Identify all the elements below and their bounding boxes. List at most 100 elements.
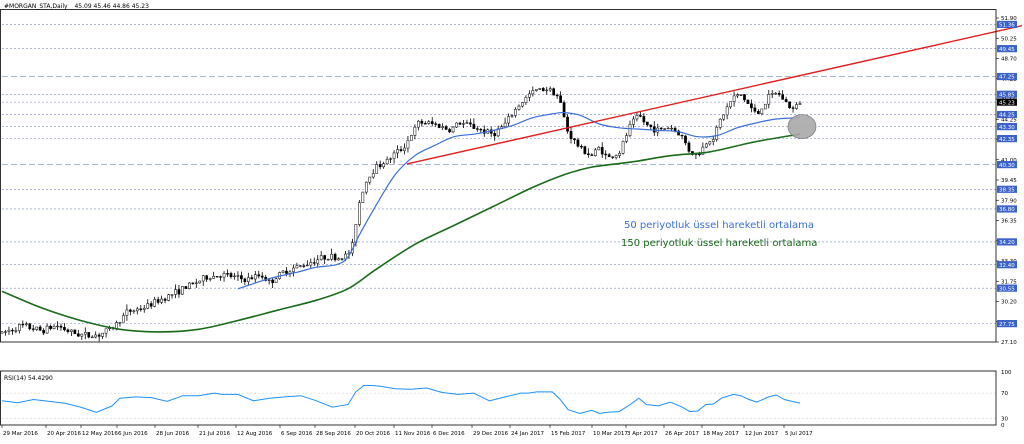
- candle: [87, 332, 91, 339]
- candle-body: [562, 102, 566, 118]
- candle-body: [118, 322, 122, 324]
- time-tick-label: 5 Jul 2017: [785, 431, 813, 437]
- candle: [791, 105, 795, 113]
- candle-body: [35, 326, 39, 330]
- candle: [684, 135, 687, 146]
- candle-body: [517, 105, 521, 110]
- candle-body: [548, 88, 552, 91]
- candle-body: [378, 164, 382, 168]
- candle-body: [101, 332, 104, 337]
- candle: [101, 332, 104, 340]
- candle-body: [337, 258, 340, 261]
- candle: [510, 114, 514, 118]
- candle: [555, 93, 559, 99]
- candle: [753, 103, 757, 114]
- candle-body: [416, 120, 420, 128]
- candle: [451, 125, 455, 134]
- price-tag: 36.80: [997, 205, 1017, 213]
- rsi-title: RSI(14) 54.4290: [4, 375, 53, 382]
- candle-body: [260, 275, 264, 278]
- candle: [493, 129, 497, 141]
- candle: [38, 325, 42, 332]
- candle: [385, 156, 389, 165]
- candle-body: [326, 258, 330, 261]
- candle: [569, 126, 573, 144]
- price-tick-label: 36.35: [1001, 219, 1017, 225]
- candle: [472, 118, 476, 129]
- candle: [732, 91, 736, 107]
- candle: [243, 277, 247, 286]
- price-tag-label: 42.35: [999, 137, 1015, 143]
- candle-body: [725, 106, 729, 116]
- candle: [423, 121, 427, 125]
- trendline[interactable]: [406, 25, 1023, 165]
- candle-body: [795, 104, 798, 109]
- candle: [309, 258, 313, 269]
- candle-body: [632, 118, 635, 125]
- candle: [233, 272, 236, 280]
- candle-body: [281, 270, 285, 273]
- price-tick-label: 39.45: [1001, 178, 1017, 184]
- candle-body: [104, 328, 108, 334]
- candle-body: [122, 315, 125, 323]
- candle: [798, 101, 802, 105]
- price-tag-label: 32.40: [999, 263, 1015, 269]
- candle: [201, 274, 205, 286]
- candle-body: [253, 274, 257, 280]
- candle: [149, 301, 153, 309]
- candle: [517, 104, 521, 111]
- candle: [777, 90, 781, 97]
- candle-body: [493, 133, 497, 137]
- candle-body: [718, 118, 722, 128]
- time-tick-label: 21 Jul 2016: [199, 431, 231, 437]
- candle: [593, 147, 597, 157]
- candle-body: [604, 153, 608, 156]
- candle: [722, 114, 726, 121]
- candle: [774, 91, 778, 95]
- candle-body: [479, 128, 483, 131]
- candle-body: [704, 143, 708, 148]
- main-grid: [2, 24, 996, 324]
- candle-body: [344, 253, 347, 260]
- candle-body: [430, 121, 434, 124]
- candle: [507, 113, 510, 127]
- symbol-label: #MORGAN_STA,Daily: [4, 3, 68, 10]
- candle: [316, 255, 320, 268]
- candle-body: [229, 273, 233, 278]
- candle: [739, 94, 743, 97]
- candle: [580, 144, 583, 149]
- candle: [538, 88, 542, 91]
- candle: [142, 305, 146, 313]
- candle: [597, 146, 601, 151]
- candle-body: [45, 325, 49, 334]
- candle-body: [410, 135, 413, 141]
- candle: [260, 272, 264, 280]
- candle-body: [146, 303, 150, 309]
- candle: [687, 140, 691, 153]
- candle-body: [423, 123, 427, 125]
- price-tag-bg: [997, 90, 1017, 98]
- candle-body: [73, 329, 77, 335]
- candle: [465, 119, 469, 125]
- price-tag: 44.25: [997, 110, 1017, 119]
- candle: [757, 109, 760, 114]
- candle: [139, 305, 143, 312]
- candle-body: [17, 323, 21, 331]
- candle-body: [70, 329, 73, 332]
- candle-body: [469, 122, 472, 125]
- candle: [371, 169, 375, 179]
- candle: [156, 296, 160, 305]
- candle: [56, 321, 59, 330]
- candle-body: [666, 127, 670, 130]
- candle: [319, 251, 323, 261]
- time-axis: 29 Mar 2016 20 Apr 2016 12 May 2016 6 Jun 2…: [1, 425, 813, 437]
- candle-body: [250, 277, 254, 280]
- candle-body: [80, 333, 84, 337]
- candle-body: [49, 325, 52, 329]
- price-tag-bg: [997, 238, 1017, 246]
- candle: [666, 126, 670, 130]
- candle-body: [760, 108, 764, 114]
- candle: [184, 286, 188, 289]
